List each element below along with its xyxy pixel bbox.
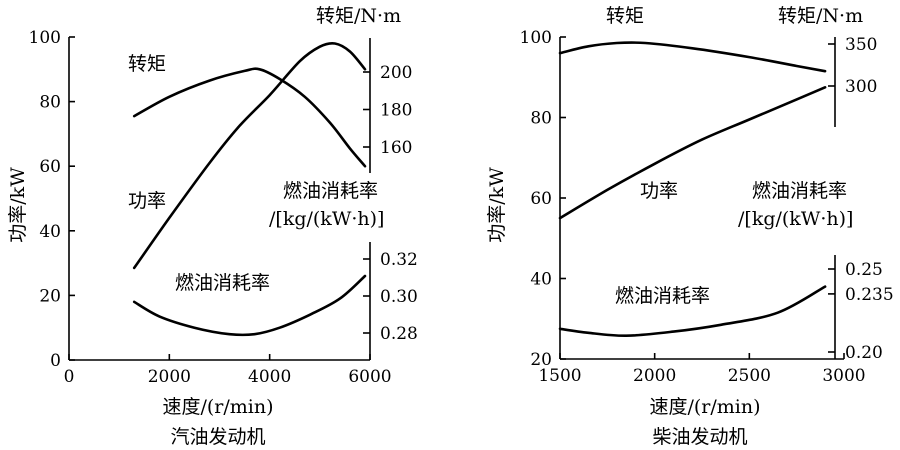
gas-fuel-axis-title-line1: 燃油消耗率 — [283, 180, 378, 202]
gas-fuel-tick-label: 0.32 — [380, 250, 418, 270]
diesel-y-tick-label: 60 — [530, 189, 552, 209]
diesel-x-tick-label: 1500 — [538, 366, 581, 386]
gas-x-tick-label: 6000 — [348, 367, 391, 387]
diesel-chart-title: 柴油发动机 — [652, 426, 747, 448]
gas-y-tick-label: 100 — [29, 28, 61, 48]
gas-y-tick-label: 80 — [39, 93, 61, 113]
gas-power-curve-label: 功率 — [128, 190, 166, 212]
diesel-y-tick-label: 20 — [530, 350, 552, 370]
diesel-x-tick-label: 3000 — [822, 366, 865, 386]
gas-torque-curve-label: 转矩 — [128, 53, 166, 75]
diesel-x-axis-title: 速度/(r/min) — [649, 396, 760, 418]
gas-x-tick-label: 0 — [64, 367, 75, 387]
gas-torque-tick-label: 160 — [380, 138, 412, 158]
gas-chart-title: 汽油发动机 — [170, 426, 265, 448]
gas-y-axis-title: 功率/kW — [7, 167, 29, 243]
gas-fuel-axis-title-line2: /[kg/(kW·h)] — [269, 208, 384, 230]
diesel-fuel-tick-label: 0.25 — [845, 260, 883, 280]
diesel-fuel-curve — [558, 285, 827, 338]
gas-torque-axis-title: 转矩/N·m — [316, 5, 401, 27]
diesel-fuel-tick-label: 0.235 — [845, 285, 894, 305]
gas-power-curve — [132, 41, 367, 270]
gas-torque-tick-label: 200 — [380, 63, 412, 83]
diesel-torque-curve-label: 转矩 — [606, 5, 644, 27]
diesel-power-curve-label: 功率 — [640, 180, 678, 202]
gas-y-tick-label: 60 — [39, 157, 61, 177]
diesel-fuel-axis-title-line1: 燃油消耗率 — [752, 180, 847, 202]
diesel-fuel-curve-label: 燃油消耗率 — [615, 285, 710, 307]
gas-x-tick-label: 4000 — [248, 367, 291, 387]
gas-fuel-curve-label: 燃油消耗率 — [175, 272, 270, 294]
gas-torque-tick-label: 180 — [380, 101, 412, 121]
diesel-torque-axis-title: 转矩/N·m — [778, 5, 863, 27]
diesel-torque-tick-label: 300 — [845, 77, 877, 97]
diesel-torque-tick-label: 350 — [845, 35, 877, 55]
diesel-fuel-axis-title-line2: /[kg/(kW·h)] — [738, 208, 853, 230]
gas-fuel-tick-label: 0.30 — [380, 287, 418, 307]
gas-fuel-curve — [132, 274, 367, 337]
diesel-x-tick-label: 2500 — [728, 366, 771, 386]
diesel-fuel-tick-label: 0.20 — [845, 343, 883, 363]
diesel-torque-curve — [558, 41, 827, 73]
gas-torque-curve — [132, 67, 367, 168]
diesel-y-tick-label: 40 — [530, 270, 552, 290]
diesel-y-tick-label: 100 — [520, 28, 552, 48]
gas-y-tick-label: 40 — [39, 222, 61, 242]
diesel-y-tick-label: 80 — [530, 109, 552, 129]
diesel-x-tick-label: 2000 — [633, 366, 676, 386]
gasoline-engine-panel: 0 2000 4000 6000 0 20 40 60 80 100 160 180 200 0.2… — [7, 5, 418, 448]
gas-y-tick-label: 20 — [39, 286, 61, 306]
gas-x-axis-title: 速度/(r/min) — [162, 396, 273, 418]
diesel-y-axis-title: 功率/kW — [486, 167, 508, 243]
diesel-engine-panel: 1500 2000 2500 3000 20 40 60 80 100 300 350 0.20… — [486, 5, 894, 448]
gas-fuel-tick-label: 0.28 — [380, 324, 418, 344]
gas-y-tick-label: 0 — [50, 351, 61, 371]
diesel-power-curve — [558, 86, 827, 220]
gas-x-tick-label: 2000 — [148, 367, 191, 387]
